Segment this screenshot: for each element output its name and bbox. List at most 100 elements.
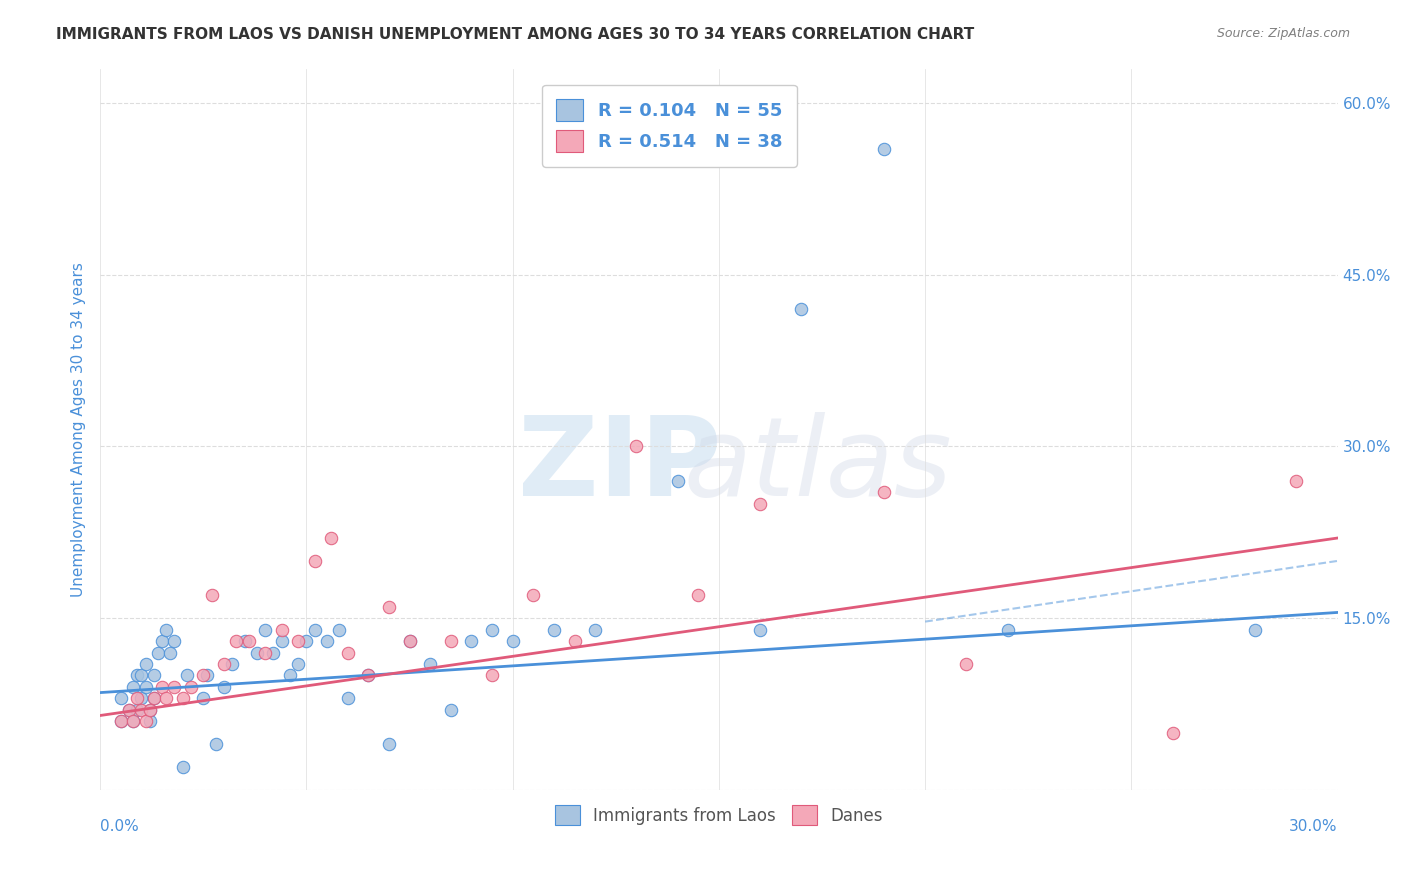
- Point: [110, 691, 132, 706]
- Point: [142, 668, 165, 682]
- Point: [328, 623, 350, 637]
- Point: [357, 668, 380, 682]
- Point: [127, 703, 149, 717]
- Point: [150, 634, 173, 648]
- Text: 0.0%: 0.0%: [100, 819, 139, 834]
- Point: [134, 680, 156, 694]
- Point: [131, 691, 153, 706]
- Point: [460, 634, 482, 648]
- Point: [233, 634, 256, 648]
- Point: [193, 668, 215, 682]
- Point: [543, 623, 565, 637]
- Point: [873, 485, 896, 500]
- Point: [688, 588, 710, 602]
- Point: [159, 646, 181, 660]
- Point: [419, 657, 441, 671]
- Point: [142, 691, 165, 706]
- Point: [150, 680, 173, 694]
- Point: [378, 599, 401, 614]
- Point: [212, 680, 235, 694]
- Point: [502, 634, 524, 648]
- Point: [176, 668, 198, 682]
- Point: [1161, 725, 1184, 739]
- Point: [246, 646, 269, 660]
- Point: [134, 657, 156, 671]
- Point: [238, 634, 260, 648]
- Point: [221, 657, 243, 671]
- Text: ZIP: ZIP: [519, 412, 721, 519]
- Point: [131, 668, 153, 682]
- Point: [749, 623, 772, 637]
- Point: [110, 714, 132, 729]
- Point: [138, 703, 160, 717]
- Point: [155, 691, 177, 706]
- Point: [225, 634, 247, 648]
- Point: [398, 634, 420, 648]
- Point: [790, 301, 813, 316]
- Point: [440, 703, 463, 717]
- Text: 30.0%: 30.0%: [1289, 819, 1337, 834]
- Point: [666, 474, 689, 488]
- Point: [122, 680, 145, 694]
- Point: [172, 691, 194, 706]
- Legend: Immigrants from Laos, Danes: Immigrants from Laos, Danes: [548, 798, 890, 832]
- Point: [522, 588, 544, 602]
- Point: [1244, 623, 1267, 637]
- Point: [122, 714, 145, 729]
- Point: [321, 531, 343, 545]
- Point: [138, 703, 160, 717]
- Point: [262, 646, 284, 660]
- Point: [146, 646, 169, 660]
- Point: [481, 623, 503, 637]
- Point: [200, 588, 222, 602]
- Point: [270, 623, 292, 637]
- Point: [278, 668, 301, 682]
- Point: [122, 714, 145, 729]
- Point: [155, 623, 177, 637]
- Point: [287, 634, 309, 648]
- Point: [254, 646, 277, 660]
- Point: [163, 634, 186, 648]
- Point: [304, 554, 326, 568]
- Point: [195, 668, 218, 682]
- Point: [336, 646, 359, 660]
- Point: [1285, 474, 1308, 488]
- Point: [118, 703, 141, 717]
- Point: [180, 680, 202, 694]
- Point: [873, 142, 896, 156]
- Point: [336, 691, 359, 706]
- Point: [204, 737, 226, 751]
- Point: [212, 657, 235, 671]
- Point: [172, 760, 194, 774]
- Point: [583, 623, 606, 637]
- Point: [142, 691, 165, 706]
- Point: [357, 668, 380, 682]
- Point: [997, 623, 1019, 637]
- Point: [304, 623, 326, 637]
- Point: [316, 634, 339, 648]
- Point: [131, 703, 153, 717]
- Text: IMMIGRANTS FROM LAOS VS DANISH UNEMPLOYMENT AMONG AGES 30 TO 34 YEARS CORRELATIO: IMMIGRANTS FROM LAOS VS DANISH UNEMPLOYM…: [56, 27, 974, 42]
- Point: [564, 634, 586, 648]
- Point: [295, 634, 318, 648]
- Point: [127, 691, 149, 706]
- Text: Source: ZipAtlas.com: Source: ZipAtlas.com: [1216, 27, 1350, 40]
- Point: [955, 657, 977, 671]
- Point: [118, 703, 141, 717]
- Point: [626, 439, 648, 453]
- Point: [270, 634, 292, 648]
- Point: [398, 634, 420, 648]
- Point: [110, 714, 132, 729]
- Point: [127, 668, 149, 682]
- Point: [287, 657, 309, 671]
- Point: [193, 691, 215, 706]
- Point: [440, 634, 463, 648]
- Point: [481, 668, 503, 682]
- Point: [163, 680, 186, 694]
- Point: [378, 737, 401, 751]
- Point: [254, 623, 277, 637]
- Y-axis label: Unemployment Among Ages 30 to 34 years: Unemployment Among Ages 30 to 34 years: [72, 261, 86, 597]
- Point: [138, 714, 160, 729]
- Text: atlas: atlas: [683, 412, 952, 519]
- Point: [749, 497, 772, 511]
